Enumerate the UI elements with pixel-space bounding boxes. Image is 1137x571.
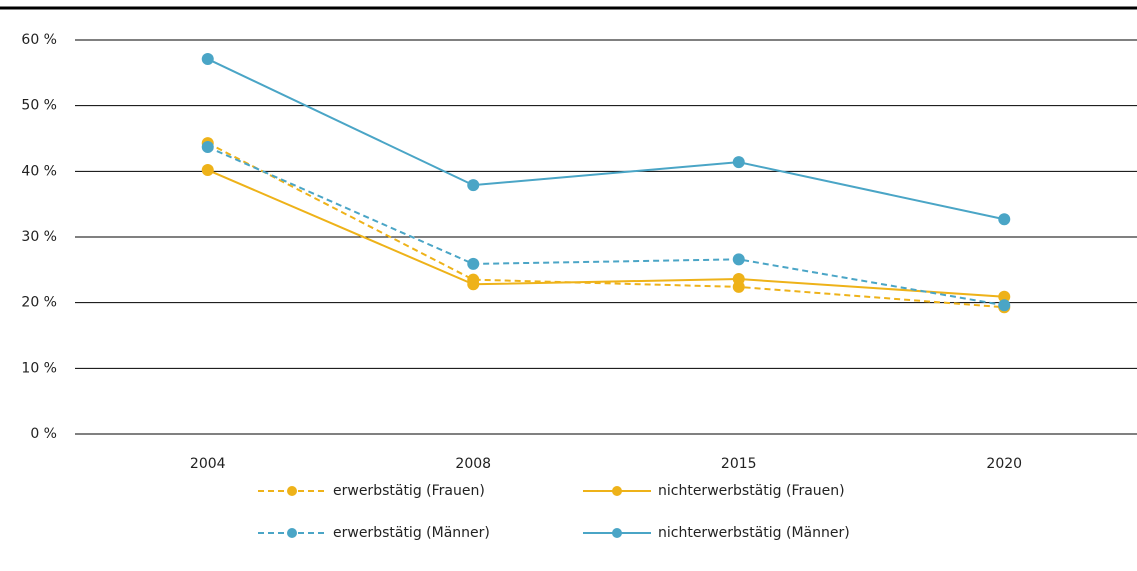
data-point <box>732 273 745 286</box>
x-tick-label: 2004 <box>190 456 226 472</box>
data-point <box>201 53 214 66</box>
series-line <box>207 169 1005 298</box>
x-tick-label: 2008 <box>455 456 491 472</box>
y-tick-label: 20 % <box>21 295 57 311</box>
data-point <box>732 253 745 266</box>
series-line <box>207 146 1005 307</box>
legend-marker <box>612 528 622 538</box>
data-point <box>998 213 1011 226</box>
data-point <box>201 141 214 154</box>
legend-marker <box>287 486 297 496</box>
y-tick-label: 60 % <box>21 32 57 48</box>
y-tick-label: 30 % <box>21 229 57 245</box>
data-point <box>467 179 480 192</box>
series-line <box>207 142 1005 309</box>
legend-label: nichterwerbstätig (Frauen) <box>658 483 845 499</box>
legend-marker <box>612 486 622 496</box>
data-point <box>467 278 480 291</box>
legend-label: nichterwerbstätig (Männer) <box>658 525 850 541</box>
y-tick-label: 40 % <box>21 163 57 179</box>
x-tick-label: 2015 <box>721 456 757 472</box>
y-tick-label: 10 % <box>21 360 57 376</box>
y-tick-label: 0 % <box>30 426 57 442</box>
x-tick-label: 2020 <box>986 456 1022 472</box>
series-line <box>207 58 1005 221</box>
data-point <box>732 156 745 169</box>
data-point <box>467 257 480 270</box>
y-tick-label: 50 % <box>21 98 57 114</box>
data-point <box>201 164 214 177</box>
data-point <box>998 299 1011 312</box>
legend-marker <box>287 528 297 538</box>
legend-label: erwerbstätig (Männer) <box>333 525 490 541</box>
data-point <box>998 290 1011 303</box>
legend-label: erwerbstätig (Frauen) <box>333 483 485 499</box>
